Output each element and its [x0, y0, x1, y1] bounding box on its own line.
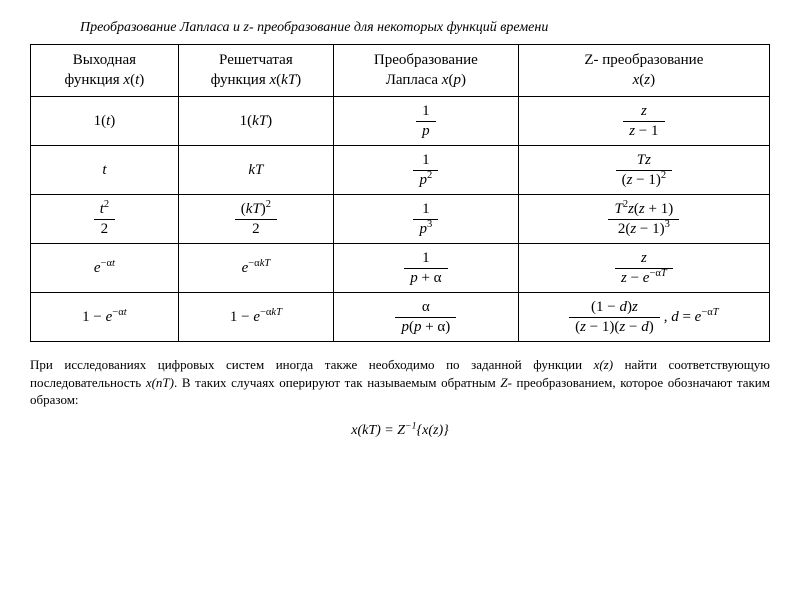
table-caption: Преобразование Лапласа и z- преобразован…	[80, 20, 770, 36]
table-cell: 1p	[333, 97, 518, 146]
table-cell: 1 − e−αkT	[178, 293, 333, 342]
table-cell: 1p2	[333, 146, 518, 195]
table-cell: e−αt	[31, 244, 179, 293]
table-cell: t22	[31, 195, 179, 244]
table-cell: (1 − d)z(z − 1)(z − d), d = e−αT	[518, 293, 769, 342]
table-cell: (kT)22	[178, 195, 333, 244]
table-row: tkT1p2Tz(z − 1)2	[31, 146, 770, 195]
table-cell: 1(kT)	[178, 97, 333, 146]
table-row: t22(kT)221p3T2z(z + 1)2(z − 1)3	[31, 195, 770, 244]
inverse-formula: x(kT) = Z−1{x(z)}	[30, 423, 770, 439]
table-cell: αp(p + α)	[333, 293, 518, 342]
table-header: Выходнаяфункция x(t)Решетчатаяфункция x(…	[31, 45, 770, 97]
table-cell: zz − 1	[518, 97, 769, 146]
table-cell: e−αkT	[178, 244, 333, 293]
table-cell: 1 − e−αt	[31, 293, 179, 342]
table-cell: t	[31, 146, 179, 195]
table-row: 1 − e−αt1 − e−αkTαp(p + α)(1 − d)z(z − 1…	[31, 293, 770, 342]
column-header: ПреобразованиеЛапласа x(p)	[333, 45, 518, 97]
table-cell: 1p + α	[333, 244, 518, 293]
table-cell: 1(t)	[31, 97, 179, 146]
transform-table: Выходнаяфункция x(t)Решетчатаяфункция x(…	[30, 44, 770, 342]
table-row: e−αte−αkT1p + αzz − e−αT	[31, 244, 770, 293]
column-header: Выходнаяфункция x(t)	[31, 45, 179, 97]
body-paragraph: При исследованиях цифровых систем иногда…	[30, 356, 770, 409]
table-cell: Tz(z − 1)2	[518, 146, 769, 195]
table-cell: 1p3	[333, 195, 518, 244]
table-row: 1(t)1(kT)1pzz − 1	[31, 97, 770, 146]
table-body: 1(t)1(kT)1pzz − 1tkT1p2Tz(z − 1)2t22(kT)…	[31, 97, 770, 342]
column-header: Z- преобразованиеx(z)	[518, 45, 769, 97]
table-cell: kT	[178, 146, 333, 195]
column-header: Решетчатаяфункция x(kT)	[178, 45, 333, 97]
table-cell: T2z(z + 1)2(z − 1)3	[518, 195, 769, 244]
table-cell: zz − e−αT	[518, 244, 769, 293]
